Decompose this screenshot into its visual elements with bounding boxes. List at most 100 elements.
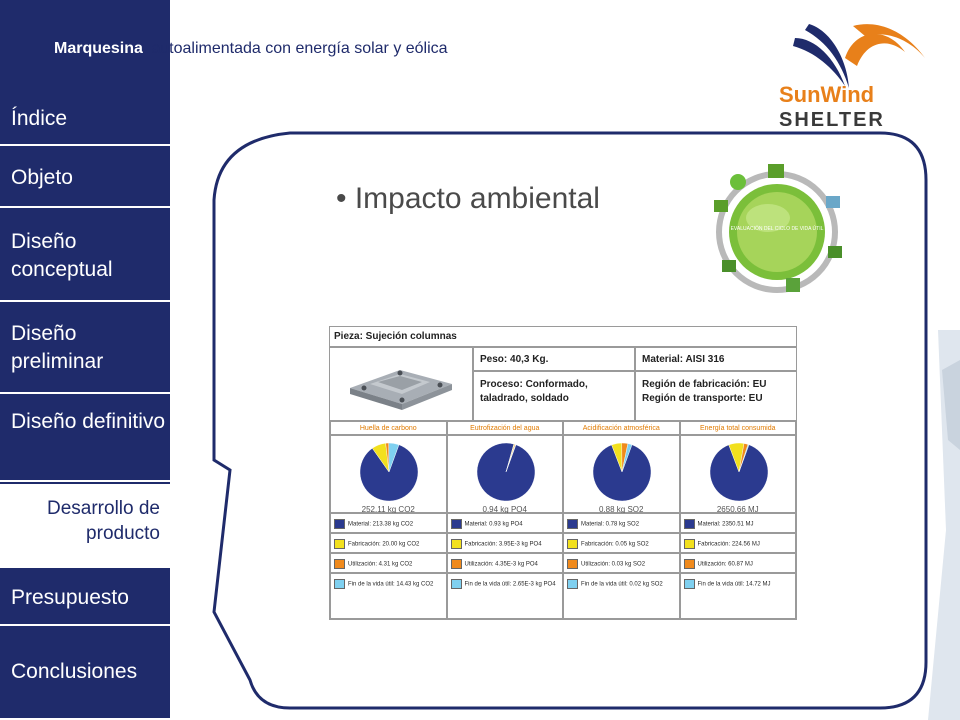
pie-slice <box>505 444 516 473</box>
logo-sun-text: SunWind <box>779 82 874 107</box>
sidebar-item-0[interactable]: Índice <box>0 95 170 146</box>
metric-pie-cell: 252.11 kg CO2 <box>330 435 447 514</box>
logo-shelter-text: SHELTER <box>779 109 885 130</box>
sidebar-item-label: Presupuesto <box>11 586 129 609</box>
legend-text: Utilización: 60.87 MJ <box>697 561 753 568</box>
pie-slice <box>388 442 400 473</box>
sidebar-item-label: Conclusiones <box>11 660 138 683</box>
metric-pie-cell: 0.94 kg PO4 <box>446 435 563 514</box>
metric-pie <box>592 442 652 502</box>
legend-text: Fabricación: 0.05 kg SO2 <box>581 541 649 548</box>
pie-slice <box>359 444 419 502</box>
legend-text: Fin de la vida útil: 14.72 MJ <box>697 581 771 588</box>
legend-text: Material: 0.93 kg PO4 <box>464 521 523 528</box>
sidebar-item-label: Desarrollo de producto <box>47 498 160 544</box>
metric-total: 252.11 kg CO2 <box>361 505 415 514</box>
legend-text: Fabricación: 3.95E-3 kg PO4 <box>464 541 542 548</box>
sidebar-item-1[interactable]: Objeto <box>0 148 170 208</box>
sidebar-item-label: Diseño conceptual <box>11 230 113 281</box>
legend-swatch <box>450 539 462 549</box>
pie-slice <box>738 444 749 473</box>
legend-text: Material: 0.78 kg SO2 <box>581 521 640 528</box>
metric-legend-row: Material: 213.38 kg CO2 <box>330 513 447 533</box>
legend-text: Utilización: 4.35E-3 kg PO4 <box>464 561 538 568</box>
metric-title: Huella de carbono <box>330 421 447 435</box>
metric-title: Acidificación atmosférica <box>563 421 680 435</box>
sidebar-item-label: Diseño preliminar <box>11 322 104 373</box>
impact-card: Pieza: Sujeción columnas Peso: 40,3 Kg. … <box>329 326 797 620</box>
metric-total: 0.94 kg PO4 <box>482 505 527 514</box>
legend-swatch <box>567 519 578 529</box>
sidebar-item-3[interactable]: Diseño preliminar <box>0 304 170 394</box>
legend-swatch <box>334 559 345 569</box>
region-cell: Región de fabricación: EU Región de tran… <box>635 371 797 421</box>
sidebar-item-5[interactable]: Desarrollo de producto <box>0 484 170 568</box>
metric-total: 0.88 kg SO2 <box>599 505 644 514</box>
legend-text: Fabricación: 20.00 kg CO2 <box>348 541 420 548</box>
process-cell: Proceso: Conformado, taladrado, soldado <box>473 371 635 421</box>
part-image-cell <box>330 347 473 421</box>
legend-text: Fin de la vida útil: 2.65E-3 kg PO4 <box>464 581 556 588</box>
content-heading: • Impacto ambiental <box>336 182 600 215</box>
legend-text: Fin de la vida útil: 0.02 kg SO2 <box>581 581 663 588</box>
lifecycle-diagram: EVALUACIÓN DEL CICLO DE VIDA ÚTIL <box>714 164 842 293</box>
metric-legend-row: Fabricación: 0.05 kg SO2 <box>563 533 680 553</box>
legend-text: Utilización: 4.31 kg CO2 <box>348 561 413 568</box>
metric-legend-row: Fin de la vida útil: 0.02 kg SO2 <box>563 573 680 619</box>
metric-pie <box>709 442 768 502</box>
material-cell: Material: AISI 316 <box>635 347 797 371</box>
legend-swatch <box>450 559 462 569</box>
metric-legend-row: Fabricación: 224.56 MJ <box>679 533 796 553</box>
metric-legend-row: Fin de la vida útil: 14.43 kg CO2 <box>330 573 447 619</box>
page-title-bold: Marquesina <box>54 40 143 57</box>
sidebar-item-label: Objeto <box>11 166 73 189</box>
metric-legend-row: Fin de la vida útil: 14.72 MJ <box>679 573 796 619</box>
metric-title: Energía total consumida <box>679 421 796 435</box>
pie-slice <box>709 444 768 502</box>
legend-text: Utilización: 0.03 kg SO2 <box>581 561 646 568</box>
legend-swatch <box>450 519 462 529</box>
metric-legend-row: Material: 0.93 kg PO4 <box>446 513 563 533</box>
card-title: Pieza: Sujeción columnas <box>330 327 796 347</box>
page-title: Marquesina autoalimentada con energía so… <box>54 40 448 58</box>
legend-swatch <box>334 539 345 549</box>
part-image <box>350 370 452 410</box>
sunwind-logo: SunWind SHELTER <box>779 24 925 130</box>
sidebar-item-2[interactable]: Diseño conceptual <box>0 210 170 302</box>
legend-swatch <box>683 539 695 549</box>
metric-legend-row: Material: 0.78 kg SO2 <box>563 513 680 533</box>
legend-swatch <box>567 539 578 549</box>
sidebar-item-4[interactable]: Diseño definitivo <box>0 396 170 482</box>
sidebar-item-label: Índice <box>11 107 68 130</box>
metric-legend-row: Utilización: 60.87 MJ <box>679 553 796 573</box>
legend-text: Fin de la vida útil: 14.43 kg CO2 <box>348 581 434 588</box>
metric-pie-cell: 2650.66 MJ <box>679 435 796 514</box>
metric-pie-cell: 0.88 kg SO2 <box>563 435 680 514</box>
metric-legend-row: Fabricación: 20.00 kg CO2 <box>330 533 447 553</box>
sidebar-item-7[interactable]: Conclusiones <box>0 628 170 720</box>
pie-slice <box>621 443 633 473</box>
metric-total: 2650.66 MJ <box>716 505 759 514</box>
metric-legend-row: Material: 2350.51 MJ <box>679 513 796 533</box>
background-figure <box>928 330 960 720</box>
metric-legend-row: Utilización: 4.31 kg CO2 <box>330 553 447 573</box>
legend-swatch <box>334 519 345 529</box>
legend-swatch <box>567 579 578 589</box>
legend-text: Fabricación: 224.56 MJ <box>697 541 760 548</box>
region-transport: Región de transporte: EU <box>642 393 763 404</box>
metric-legend-row: Fin de la vida útil: 2.65E-3 kg PO4 <box>446 573 563 619</box>
legend-text: Material: 213.38 kg CO2 <box>348 521 414 528</box>
metric-title: Eutrofización del agua <box>446 421 563 435</box>
legend-swatch <box>334 579 345 589</box>
pie-slice <box>592 444 652 502</box>
legend-swatch <box>683 559 695 569</box>
sidebar-item-6[interactable]: Presupuesto <box>0 570 170 626</box>
metric-legend-row: Utilización: 0.03 kg SO2 <box>563 553 680 573</box>
legend-text: Material: 2350.51 MJ <box>697 521 754 528</box>
lifecycle-center-text: EVALUACIÓN DEL CICLO DE VIDA ÚTIL <box>731 225 824 232</box>
sidebar-item-label: Diseño definitivo <box>11 410 166 433</box>
region-fab: Región de fabricación: EU <box>642 379 767 390</box>
weight-cell: Peso: 40,3 Kg. <box>473 347 635 371</box>
page-title-rest: autoalimentada con energía solar y eólic… <box>151 40 448 57</box>
legend-swatch <box>450 579 462 589</box>
